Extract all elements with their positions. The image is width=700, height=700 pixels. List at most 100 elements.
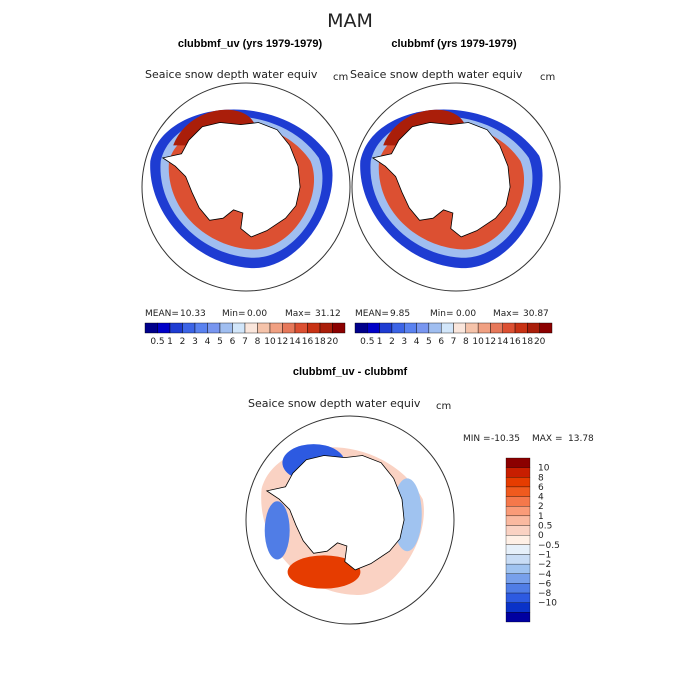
colorbar-tick-label: 18 <box>522 337 534 347</box>
colorbar-tick-label: 4 <box>538 493 544 503</box>
colorbar-swatch <box>194 322 208 334</box>
colorbar-tick-label: −1 <box>538 550 551 560</box>
colorbar-swatch <box>379 322 393 334</box>
colorbar-tick-label: 12 <box>485 337 496 347</box>
colorbar-swatch <box>505 457 531 468</box>
colorbar-tick-label: 10 <box>538 464 550 474</box>
colorbar-swatch <box>490 322 503 334</box>
colorbar-tick-label: 8 <box>538 473 544 483</box>
colorbar-tick-label: 14 <box>289 337 301 347</box>
colorbar-tick-label: 7 <box>451 337 457 347</box>
colorbar-right: 0.5 1 2 3 4 5 6 7 8 10 12 14 16 18 20 <box>354 322 553 347</box>
colorbar-tick-label: −4 <box>538 570 552 580</box>
colorbar-swatch <box>219 322 233 334</box>
colorbar-swatch <box>257 322 271 334</box>
colorbar-swatch <box>232 322 246 334</box>
antarctica-coastline <box>161 122 301 238</box>
colorbar-tick-label: 2 <box>538 502 544 512</box>
left-mean-label: MEAN= <box>145 309 179 319</box>
page-title: MAM <box>327 10 373 32</box>
colorbar-tick-label: 20 <box>327 337 339 347</box>
colorbar-tick-label: 1 <box>538 512 544 522</box>
colorbar-tick-label: 6 <box>438 337 444 347</box>
colorbar-swatch <box>367 322 380 334</box>
colorbar-swatch <box>282 322 296 334</box>
right-min-label: Min= <box>430 309 454 319</box>
diff-max-label: MAX = <box>532 434 563 444</box>
diff-min-label: MIN = <box>463 434 491 444</box>
colorbar-tick-label: 4 <box>205 337 211 347</box>
colorbar-swatch <box>453 322 467 334</box>
diff-variable: Seaice snow depth water equiv <box>248 397 421 410</box>
colorbar-tick-label: 16 <box>302 337 314 347</box>
colorbar-swatch <box>440 322 454 334</box>
colorbar-tick-label: 5 <box>217 337 223 347</box>
antarctica-coastline <box>371 122 511 238</box>
colorbar-tick-label: −2 <box>538 560 551 570</box>
panel-left-variable: Seaice snow depth water equiv <box>145 68 318 81</box>
svg-text:MEAN= 10.33 Min=: MEAN= 10.33 Min= 0.00 Max= 31.12 <box>145 309 341 319</box>
panel-diff: clubbmf_uv - clubbmf Seaice snow depth w… <box>245 366 594 625</box>
colorbar-swatch <box>144 322 158 334</box>
colorbar-tick-label: 10 <box>264 337 276 347</box>
colorbar-swatch <box>169 322 183 334</box>
svg-text:MEAN= 9.85 Min=: MEAN= 9.85 Min= 0.00 Max= 30.87 <box>355 309 549 319</box>
right-mean-value: 9.85 <box>390 309 410 319</box>
colorbar-tick-label: 3 <box>401 337 407 347</box>
colorbar-tick-label: −8 <box>538 589 552 599</box>
colorbar-tick-label: 0.5 <box>538 522 552 532</box>
colorbar-swatch <box>505 506 531 517</box>
left-min-value: 0.00 <box>247 309 267 319</box>
colorbar-tick-label: 3 <box>192 337 198 347</box>
diff-min-value: -10.35 <box>491 434 520 444</box>
map-right <box>360 109 543 269</box>
colorbar-swatch <box>505 515 531 526</box>
map-diff-boundary <box>245 415 455 625</box>
colorbar-tick-label: 0 <box>538 531 544 541</box>
diff-title: clubbmf_uv - clubbmf <box>293 366 408 378</box>
colorbar-swatch <box>465 322 479 334</box>
colorbar-tick-label: 1 <box>377 337 383 347</box>
colorbar-tick-label: −0.5 <box>538 541 560 551</box>
diff-max-value: 13.78 <box>568 434 594 444</box>
left-max-value: 31.12 <box>315 309 341 319</box>
colorbar-tick-label: 20 <box>534 337 546 347</box>
right-max-value: 30.87 <box>523 309 549 319</box>
colorbar-tick-label: −10 <box>538 599 557 609</box>
panel-right: clubbmf (yrs 1979-1979) Seaice snow dept… <box>350 38 561 347</box>
colorbar-swatch <box>269 322 283 334</box>
colorbar-swatch <box>244 322 258 334</box>
colorbar-swatch <box>505 592 531 603</box>
colorbar-swatch <box>505 467 531 478</box>
colorbar-swatch <box>157 322 171 334</box>
colorbar-swatch <box>505 525 531 536</box>
colorbar-swatch <box>207 322 221 334</box>
colorbar-swatch <box>505 486 531 497</box>
colorbar-swatch <box>505 602 531 613</box>
colorbar-swatch <box>354 322 368 334</box>
colorbar-swatch <box>505 573 531 584</box>
colorbar-swatch <box>527 322 540 334</box>
diff-pos-patch <box>287 555 361 589</box>
colorbar-tick-label: 7 <box>242 337 248 347</box>
colorbar-swatch <box>505 563 531 574</box>
colorbar-swatch <box>505 554 531 565</box>
colorbar-tick-label: −6 <box>538 579 552 589</box>
colorbar-tick-label: 5 <box>426 337 432 347</box>
colorbar-swatch <box>505 535 531 545</box>
left-mean-value: 10.33 <box>180 309 206 319</box>
colorbar-tick-label: 1 <box>167 337 173 347</box>
colorbar-swatch <box>391 322 405 334</box>
colorbar-left: 0.5 1 2 3 4 5 6 7 8 10 12 14 16 18 20 <box>144 322 346 347</box>
panel-left-units: cm <box>333 72 348 83</box>
colorbar-swatch <box>514 322 528 334</box>
colorbar-swatch <box>332 322 346 334</box>
colorbar-tick-label: 12 <box>277 337 288 347</box>
colorbar-swatch <box>505 496 531 507</box>
colorbar-tick-label: 0.5 <box>150 337 164 347</box>
right-mean-label: MEAN= <box>355 309 389 319</box>
left-min-label: Min= <box>222 309 246 319</box>
colorbar-swatch <box>477 322 491 334</box>
colorbar-swatch <box>404 322 417 334</box>
